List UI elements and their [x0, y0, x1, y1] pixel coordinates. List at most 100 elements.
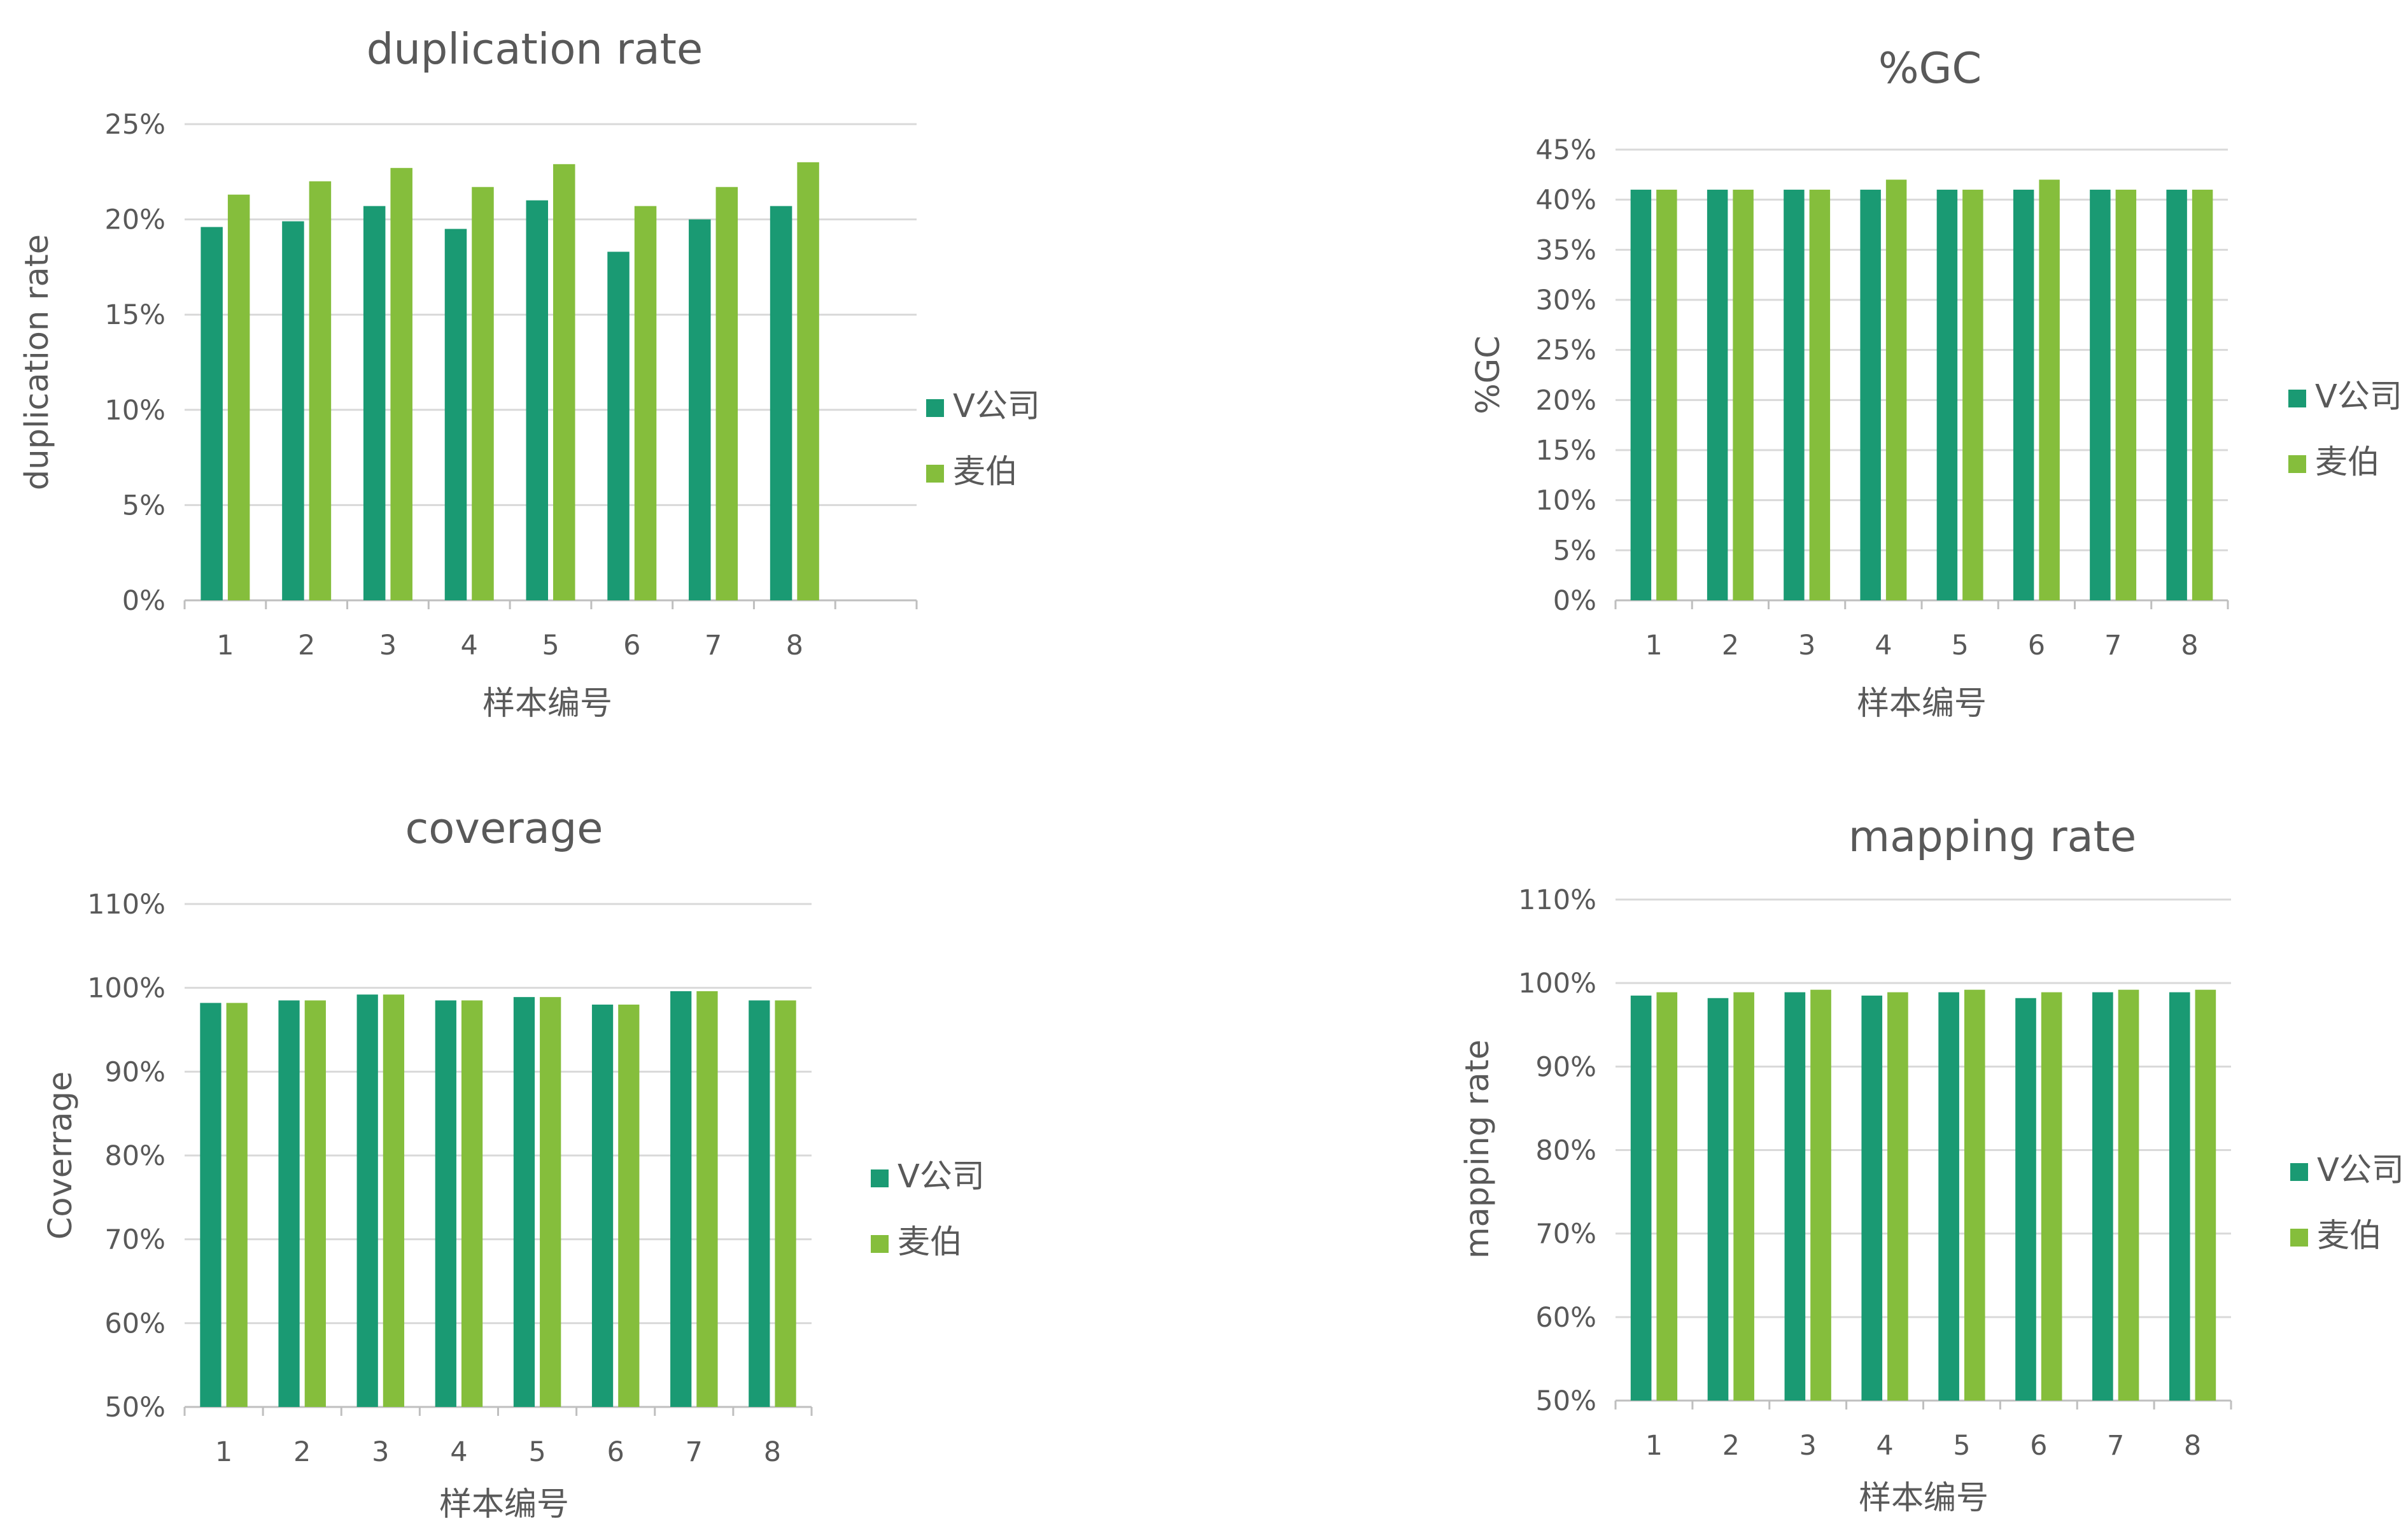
legend-label: 麦伯	[953, 453, 1018, 491]
bar-maibo-8	[797, 162, 819, 601]
legend-label: 麦伯	[2315, 444, 2380, 481]
y-axis-label: %GC	[1470, 336, 1507, 414]
bar-maibo-6	[634, 206, 657, 600]
x-tick-label: 4	[450, 1436, 467, 1468]
legend-swatch	[2290, 1163, 2308, 1181]
y-tick-label: 5%	[1553, 535, 1596, 567]
bar-v-company-2	[1707, 998, 1729, 1401]
x-tick-label: 3	[1798, 630, 1815, 661]
bar-v-company-1	[200, 1003, 222, 1407]
y-tick-label: 30%	[1535, 285, 1596, 316]
y-tick-label: 60%	[1535, 1302, 1596, 1334]
bar-v-company-2	[1707, 189, 1728, 600]
y-tick-label: 25%	[1535, 335, 1596, 367]
bar-v-company-1	[1630, 995, 1652, 1401]
bar-v-company-2	[278, 1000, 300, 1407]
x-tick-label: 7	[686, 1436, 703, 1468]
y-tick-label: 10%	[1535, 485, 1596, 517]
bar-maibo-5	[553, 164, 575, 600]
bar-v-company-6	[2013, 189, 2034, 600]
legend-swatch	[926, 465, 944, 483]
y-tick-label: 70%	[1535, 1219, 1596, 1250]
legend-swatch	[871, 1169, 889, 1187]
bar-v-company-8	[2166, 189, 2187, 600]
bar-maibo-4	[461, 1000, 483, 1407]
bar-maibo-5	[1962, 189, 1983, 600]
bar-maibo-4	[1887, 992, 1908, 1401]
y-tick-label: 70%	[104, 1224, 165, 1256]
legend-label: V公司	[2315, 378, 2402, 416]
y-axis-label: Coverrage	[42, 1071, 80, 1240]
legend-label: V公司	[2317, 1152, 2404, 1189]
y-tick-label: 80%	[104, 1140, 165, 1172]
legend-swatch	[871, 1235, 889, 1253]
legend-swatch	[2290, 1229, 2308, 1247]
bar-maibo-8	[2195, 989, 2216, 1401]
bar-v-company-3	[1784, 992, 1806, 1401]
bar-v-company-7	[2092, 992, 2113, 1401]
x-tick-label: 7	[705, 630, 722, 661]
x-tick-label: 1	[215, 1436, 232, 1468]
bar-maibo-5	[1964, 989, 1985, 1401]
bar-v-company-2	[282, 221, 304, 600]
y-tick-label: 0%	[1553, 585, 1596, 617]
bar-maibo-2	[309, 181, 332, 600]
y-tick-label: 5%	[122, 490, 165, 521]
y-tick-label: 110%	[87, 889, 165, 921]
bar-maibo-3	[1809, 189, 1831, 600]
x-tick-label: 2	[293, 1436, 311, 1468]
x-tick-label: 3	[372, 1436, 389, 1468]
x-tick-label: 6	[607, 1436, 624, 1468]
x-tick-label: 6	[2028, 630, 2045, 661]
bar-v-company-3	[363, 206, 386, 600]
bar-v-company-5	[1936, 189, 1958, 600]
x-tick-label: 8	[764, 1436, 781, 1468]
chart-coverage: coverage Coverrage 样本编号 50% 60% 70% 80% 90% 1…	[42, 803, 985, 1523]
chart-gc-content: %GC %GC 样本编号 0%5%10%15%20%25%30%35%40%45…	[1470, 43, 2402, 723]
bar-maibo-8	[775, 1000, 796, 1407]
chart-title: duplication rate	[367, 24, 703, 74]
y-tick-label: 40%	[1535, 185, 1596, 216]
bar-maibo-1	[226, 1003, 248, 1407]
x-tick-label: 1	[1645, 1430, 1663, 1462]
y-tick-label: 25%	[104, 109, 165, 141]
y-tick-label: 20%	[1535, 385, 1596, 416]
chart-duplication-rate: duplication rate duplication rate 样本编号 0…	[18, 24, 1040, 723]
legend-swatch	[2288, 455, 2306, 473]
x-tick-label: 7	[2107, 1430, 2124, 1462]
y-tick-label: 90%	[1535, 1051, 1596, 1083]
bar-maibo-7	[696, 991, 718, 1407]
y-tick-label: 0%	[122, 585, 165, 617]
x-tick-label: 5	[542, 630, 559, 661]
x-tick-label: 2	[1722, 1430, 1740, 1462]
bar-v-company-7	[689, 219, 711, 601]
bar-maibo-2	[1733, 189, 1754, 600]
bar-maibo-7	[715, 187, 738, 601]
x-tick-label: 2	[1722, 630, 1739, 661]
legend-label: V公司	[953, 388, 1040, 425]
x-axis-label: 样本编号	[439, 1486, 569, 1523]
bar-v-company-4	[444, 229, 467, 600]
legend-swatch	[2288, 390, 2306, 407]
y-tick-label: 10%	[104, 395, 165, 427]
bar-maibo-2	[1733, 992, 1754, 1401]
x-tick-label: 7	[2104, 630, 2122, 661]
bar-maibo-6	[618, 1005, 640, 1407]
bar-maibo-7	[2115, 189, 2137, 600]
y-tick-label: 45%	[1535, 134, 1596, 166]
legend-label: V公司	[898, 1158, 985, 1196]
x-tick-label: 4	[461, 630, 478, 661]
legend-label: 麦伯	[898, 1224, 962, 1261]
x-tick-label: 1	[216, 630, 234, 661]
chart-title: mapping rate	[1848, 812, 2136, 861]
bar-maibo-3	[383, 994, 405, 1407]
legend-label: 麦伯	[2317, 1217, 2382, 1255]
x-tick-label: 4	[1875, 630, 1892, 661]
bar-maibo-3	[1810, 989, 1831, 1401]
bar-maibo-7	[2118, 989, 2139, 1401]
x-tick-label: 3	[1799, 1430, 1817, 1462]
bar-maibo-1	[227, 194, 250, 601]
bar-v-company-7	[2090, 189, 2111, 600]
y-tick-label: 20%	[104, 204, 165, 236]
